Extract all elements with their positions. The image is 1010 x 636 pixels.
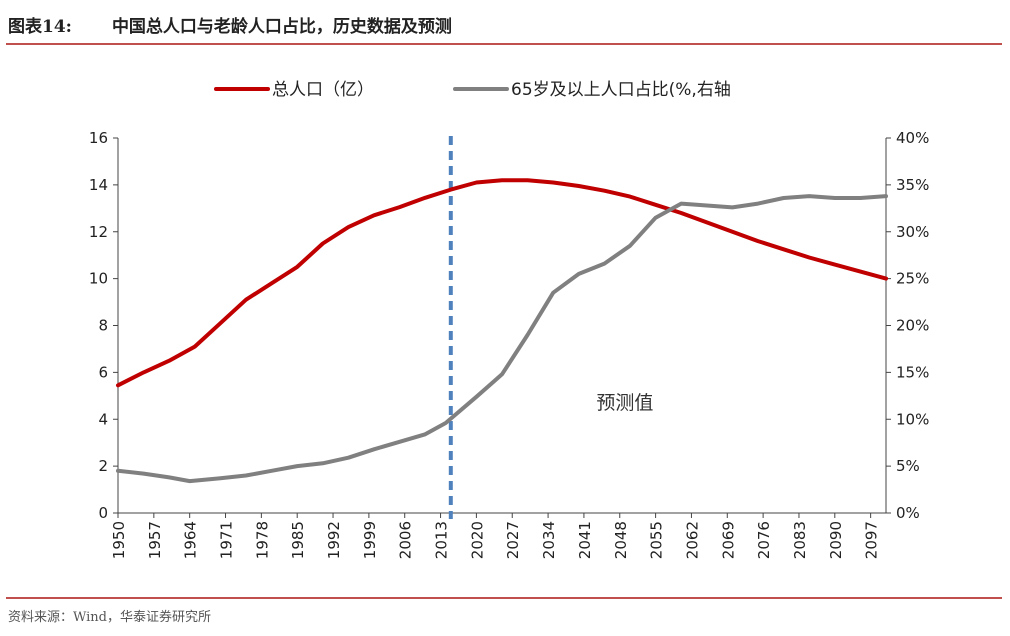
y-right-tick-label: 20% xyxy=(896,317,929,335)
x-tick-label: 2055 xyxy=(648,521,666,559)
figure-title: 中国总人口与老龄人口占比，历史数据及预测 xyxy=(111,17,452,37)
x-tick-label: 1992 xyxy=(325,521,343,559)
axes: 0 2 4 6 8 10 12 14 16 0% 5% 10% 15% 20% 25% 30% 35% 40% 19… xyxy=(89,129,929,559)
x-tick-label: 1971 xyxy=(218,521,236,559)
x-tick-label: 2048 xyxy=(612,521,630,559)
x-tick-label: 2069 xyxy=(719,521,737,559)
y-left-tick-label: 2 xyxy=(98,457,108,475)
header-rule xyxy=(6,43,1002,45)
x-tick-label: 2027 xyxy=(504,521,522,559)
y-right-tick-label: 35% xyxy=(896,176,929,194)
y-right-tick-label: 5% xyxy=(896,457,920,475)
x-tick-label: 2034 xyxy=(540,521,558,559)
x-tick-label: 2097 xyxy=(863,521,881,559)
x-tick-label: 1964 xyxy=(182,521,200,559)
x-tick-label: 2013 xyxy=(433,521,451,559)
y-left-tick-label: 4 xyxy=(98,410,108,428)
figure-label: 图表14: xyxy=(8,17,72,37)
x-tick-label: 1957 xyxy=(146,521,164,559)
y-right-tick-label: 40% xyxy=(896,129,929,147)
y-left-tick-label: 10 xyxy=(89,270,108,288)
chart-header: 图表14: 中国总人口与老龄人口占比，历史数据及预测 xyxy=(0,0,1010,44)
legend: 总人口（亿） 65岁及以上人口占比(%,右轴 xyxy=(214,80,731,100)
x-tick-label: 2006 xyxy=(397,521,415,559)
y-left-tick-label: 6 xyxy=(98,363,108,381)
x-tick-label: 1978 xyxy=(253,521,271,559)
source-note: 资料来源：Wind，华泰证券研究所 xyxy=(8,610,211,625)
x-tick-label: 1950 xyxy=(110,521,128,559)
x-tick-label: 2076 xyxy=(755,521,773,559)
total-population-line xyxy=(116,178,888,388)
x-tick-label: 1999 xyxy=(361,521,379,559)
y-right-tick-label: 0% xyxy=(896,504,920,522)
y-left-tick-label: 14 xyxy=(89,176,108,194)
y-left-tick-label: 12 xyxy=(89,223,108,241)
series-lines xyxy=(116,178,888,484)
footer-rule xyxy=(6,597,1002,599)
x-tick-label: 2062 xyxy=(683,521,701,559)
y-right-tick-label: 30% xyxy=(896,223,929,241)
x-tick-label: 1985 xyxy=(289,521,307,559)
legend-label: 总人口（亿） xyxy=(272,80,374,100)
legend-label: 65岁及以上人口占比(%,右轴 xyxy=(511,80,731,100)
header-title-line: 图表14: 中国总人口与老龄人口占比，历史数据及预测 xyxy=(8,12,452,37)
x-tick-label: 2041 xyxy=(576,521,594,559)
y-left-tick-label: 8 xyxy=(98,317,108,335)
y-right-tick-label: 15% xyxy=(896,363,929,381)
y-right-tick-label: 10% xyxy=(896,410,929,428)
x-tick-label: 2083 xyxy=(791,521,809,559)
y-left-tick-label: 0 xyxy=(98,504,108,522)
elderly-share-line xyxy=(116,194,888,484)
forecast-annotation: 预测值 xyxy=(596,392,653,414)
annotation-layer: 预测值 xyxy=(596,392,653,414)
x-tick-label: 2020 xyxy=(468,521,486,559)
y-right-tick-label: 25% xyxy=(896,270,929,288)
y-left-tick-label: 16 xyxy=(89,129,108,147)
x-tick-label: 2090 xyxy=(827,521,845,559)
